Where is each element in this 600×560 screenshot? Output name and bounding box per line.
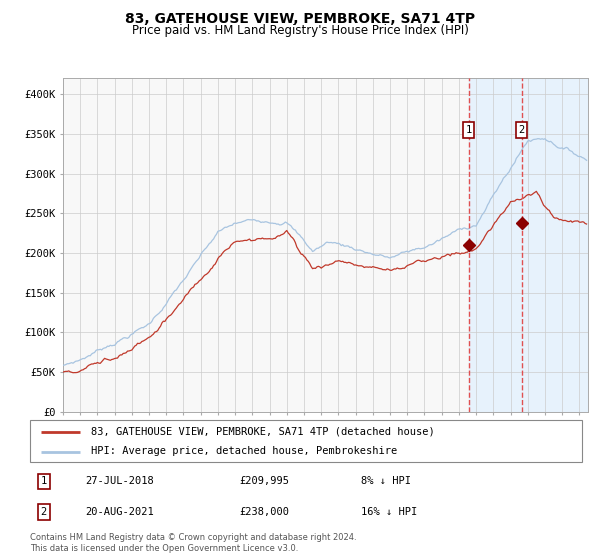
Text: 1: 1 [466,125,472,135]
Text: 2: 2 [41,507,47,517]
Text: Price paid vs. HM Land Registry's House Price Index (HPI): Price paid vs. HM Land Registry's House … [131,24,469,36]
Text: Contains HM Land Registry data © Crown copyright and database right 2024.
This d: Contains HM Land Registry data © Crown c… [30,533,356,553]
Text: 2: 2 [518,125,524,135]
Text: 83, GATEHOUSE VIEW, PEMBROKE, SA71 4TP (detached house): 83, GATEHOUSE VIEW, PEMBROKE, SA71 4TP (… [91,427,434,437]
Text: 8% ↓ HPI: 8% ↓ HPI [361,476,411,486]
Text: 20-AUG-2021: 20-AUG-2021 [85,507,154,517]
Text: £238,000: £238,000 [240,507,290,517]
Text: 27-JUL-2018: 27-JUL-2018 [85,476,154,486]
Text: 16% ↓ HPI: 16% ↓ HPI [361,507,418,517]
Text: 83, GATEHOUSE VIEW, PEMBROKE, SA71 4TP: 83, GATEHOUSE VIEW, PEMBROKE, SA71 4TP [125,12,475,26]
Bar [469,78,588,412]
Text: HPI: Average price, detached house, Pembrokeshire: HPI: Average price, detached house, Pemb… [91,446,397,456]
Text: 1: 1 [41,476,47,486]
Text: £209,995: £209,995 [240,476,290,486]
